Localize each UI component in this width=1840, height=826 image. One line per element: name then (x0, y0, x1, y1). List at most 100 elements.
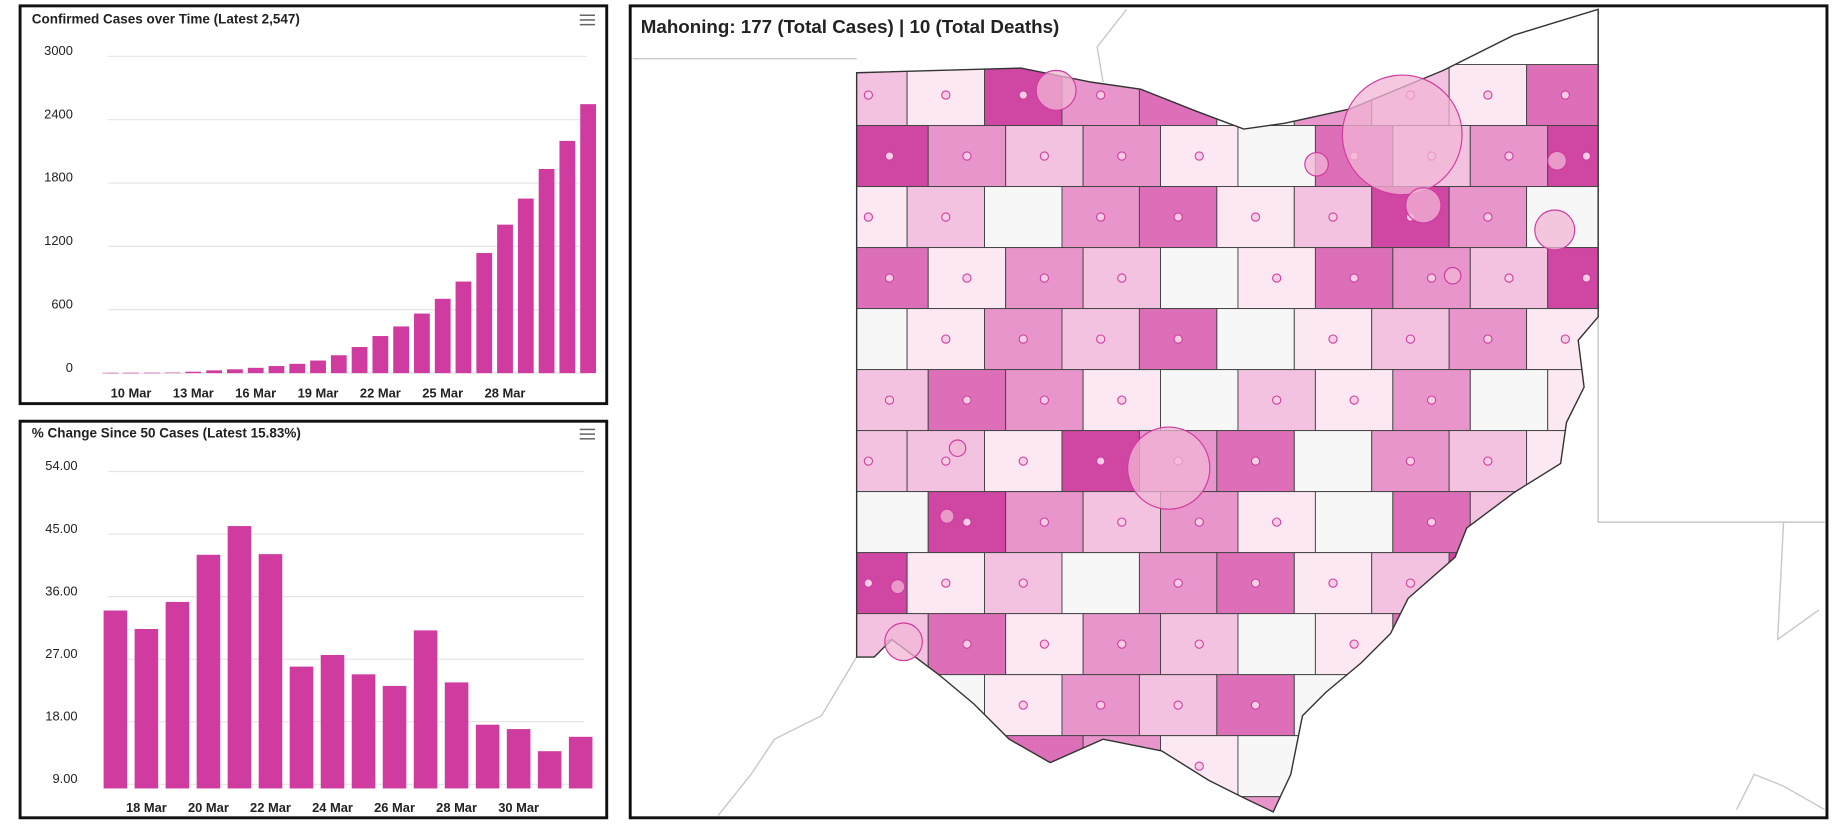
bar (320, 654, 345, 789)
county-dot (941, 456, 951, 466)
bar (134, 628, 159, 789)
county-bubble[interactable] (1443, 266, 1462, 285)
county-dot (1194, 639, 1204, 649)
y-tick-label: 0 (66, 360, 73, 375)
bar (393, 326, 410, 374)
county-dot (1117, 639, 1127, 649)
county-dot (863, 578, 874, 588)
county-bubble[interactable] (1547, 150, 1568, 171)
bar (143, 372, 160, 374)
county-dot (1328, 212, 1338, 222)
county-dot (1173, 212, 1183, 222)
county-dot (884, 151, 895, 161)
x-tick-label: 18 Mar (126, 800, 167, 815)
bar (372, 336, 389, 374)
county-dot (1173, 578, 1183, 588)
bar (289, 666, 314, 789)
county-bubble[interactable] (1035, 69, 1077, 111)
county-dot (1194, 151, 1204, 161)
x-tick-label: 25 Mar (422, 386, 463, 401)
x-tick-label: 22 Mar (250, 800, 291, 815)
county-dot (1405, 334, 1416, 344)
county-dot (1096, 90, 1106, 100)
county-bubble[interactable] (890, 579, 906, 595)
menu-icon[interactable] (579, 14, 595, 26)
county-dot (1328, 578, 1338, 588)
county-bubble[interactable] (948, 439, 967, 457)
bar (206, 370, 223, 374)
bar (413, 630, 438, 789)
county-bubble[interactable] (1341, 74, 1463, 196)
bar (517, 198, 534, 374)
county-dot (1018, 456, 1028, 466)
bar (103, 610, 128, 789)
county-dot (1039, 639, 1050, 649)
county-bubble[interactable] (939, 508, 955, 524)
county-dot (884, 273, 895, 283)
y-tick-label: 3000 (44, 43, 73, 58)
menu-icon[interactable] (579, 428, 595, 440)
county-dot (1018, 578, 1028, 588)
county (1469, 125, 1549, 188)
county-bubble[interactable] (1127, 426, 1211, 510)
county-dot (1560, 334, 1570, 344)
x-tick-label: 13 Mar (173, 386, 214, 401)
bar (475, 724, 500, 789)
x-tick-label: 28 Mar (436, 800, 477, 815)
county-dot (884, 395, 895, 405)
county-dot (1194, 517, 1204, 527)
county-dot (962, 395, 972, 405)
county-dot (1117, 151, 1127, 161)
county-dot (1039, 517, 1050, 527)
y-tick-label: 27.00 (45, 646, 77, 661)
cases-panel: Confirmed Cases over Time (Latest 2,547)… (18, 4, 609, 406)
county-dot (941, 212, 951, 222)
bar (227, 369, 243, 374)
x-tick-label: 28 Mar (485, 386, 526, 401)
y-tick-label: 2400 (44, 106, 73, 121)
bar (196, 554, 221, 789)
bar (123, 372, 139, 374)
county-dot (1483, 212, 1493, 222)
bar (476, 253, 493, 374)
county (1237, 125, 1316, 188)
county-dot (1328, 334, 1338, 344)
county-bubble[interactable] (1534, 209, 1576, 251)
county-dot (1018, 334, 1028, 344)
bar (351, 674, 376, 789)
county-dot (1349, 639, 1359, 649)
y-tick-label: 18.00 (45, 708, 77, 723)
county-dot (1117, 273, 1127, 283)
county-bubble[interactable] (1405, 187, 1442, 224)
county-dot (1039, 273, 1050, 283)
bar (455, 281, 472, 374)
county-dot (1405, 578, 1416, 588)
county-dot (1349, 273, 1359, 283)
bar (351, 347, 368, 374)
county (1082, 247, 1161, 310)
bar (580, 104, 597, 374)
county-dot (1173, 334, 1183, 344)
bar (506, 729, 531, 789)
county-bubble[interactable] (1304, 151, 1329, 177)
county-dot (1272, 395, 1282, 405)
x-tick-label: 16 Mar (235, 386, 276, 401)
bar (165, 601, 190, 789)
y-tick-label: 1800 (44, 170, 73, 185)
county (1469, 369, 1549, 432)
county-dot (1117, 517, 1127, 527)
county-dot (1018, 700, 1028, 710)
county (1160, 247, 1239, 310)
county-dot (863, 212, 874, 222)
county-dot (1194, 761, 1204, 771)
county-dot (1250, 212, 1261, 222)
county-dot (1426, 517, 1437, 527)
county-dot (1018, 90, 1028, 100)
county (1237, 613, 1316, 676)
county-bubble[interactable] (884, 622, 923, 662)
y-tick-label: 36.00 (45, 583, 77, 598)
county (1293, 430, 1373, 493)
x-tick-label: 19 Mar (298, 386, 339, 401)
county (1314, 491, 1394, 554)
